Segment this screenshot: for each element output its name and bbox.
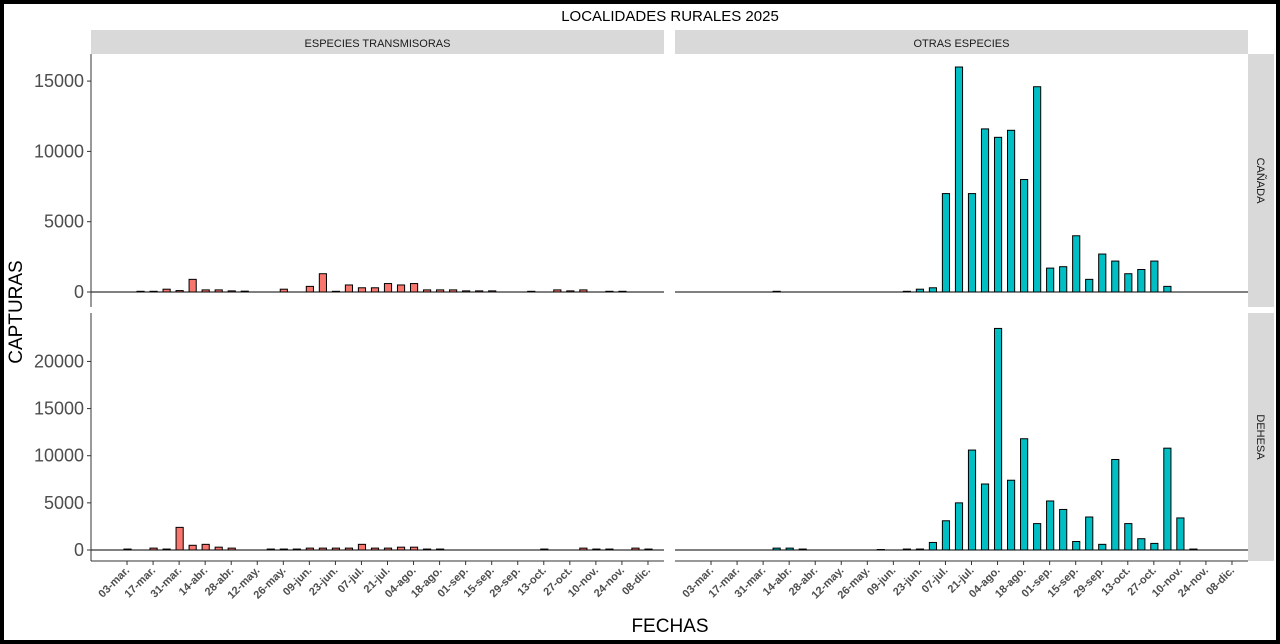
y-tick-label: 10000 [34,446,84,466]
bar [175,526,184,551]
bar [201,543,210,551]
chart-title: LOCALIDADES RURALES 2025 [561,8,779,25]
bar [305,285,314,293]
bar [1137,538,1146,551]
bar [357,543,367,551]
y-tick-label: 5000 [44,212,84,232]
chart-panels: ESPECIES TRANSMISORAS OTRAS ESPECIES CAÑAD… [34,30,1274,602]
bar [1072,235,1081,293]
bar [357,287,367,293]
bar [383,283,393,293]
bar [1020,179,1029,293]
bar [1124,273,1133,293]
bar [1046,500,1055,551]
facet-row-label: DEHESA [1254,414,1266,460]
bar [1150,542,1159,551]
bar [941,193,951,293]
bar [396,284,406,293]
facet-row-strip-1 [1248,313,1274,561]
bar [1059,508,1068,551]
bar [344,284,354,293]
facet-strip-0 [91,30,664,54]
y-tick-label: 10000 [34,141,84,161]
x-axis-title: FECHAS [631,616,708,637]
bar [1124,523,1133,551]
bar [928,541,938,551]
y-tick-label: 20000 [34,351,84,371]
bar [1137,269,1146,293]
facet-row-strip-0 [1248,54,1274,307]
bar [954,66,964,293]
bar [967,449,977,551]
bar [1150,260,1159,293]
bar [980,128,990,293]
bar [188,278,197,293]
facet-row-label: CAÑADA [1254,158,1267,205]
y-tick-label: 15000 [34,399,84,419]
bar [1020,438,1029,551]
bar [1072,541,1081,551]
facet-strip-label: ESPECIES TRANSMISORAS [305,38,451,50]
y-tick-label: 0 [74,282,84,302]
bar [954,502,964,551]
bar [993,136,1003,293]
facet-strip-1 [675,30,1248,54]
x-tick-label: 08-dic. [1204,565,1237,598]
bar [1111,260,1120,293]
bar [1059,266,1068,293]
bar [1007,129,1016,293]
bar [1007,479,1016,551]
x-tick-label: 07-jul. [336,565,367,596]
bar [967,193,977,293]
bar [993,327,1003,551]
x-tick-label: 23-jun. [307,565,341,599]
bar [1163,285,1172,293]
y-tick-label: 0 [74,540,84,560]
y-tick-label: 5000 [44,493,84,513]
bar [1085,516,1094,551]
bar [1163,447,1172,551]
x-tick-label: 08-dic. [620,565,653,598]
bar [1046,267,1055,293]
bar [370,287,380,293]
bar [409,283,419,293]
bar [941,520,951,551]
y-axis-title: CAPTURAS [6,260,27,363]
bar [980,483,990,551]
x-tick-label: 07-jul. [920,565,951,596]
bar [1033,86,1042,293]
y-tick-label: 15000 [34,71,84,91]
bar [1085,278,1094,293]
bar [1176,517,1185,551]
facet-strip-label: OTRAS ESPECIES [914,38,1010,50]
faceted-bar-chart: LOCALIDADES RURALES 2025 CAPTURAS FECHAS… [6,8,1274,637]
bar [928,287,938,293]
bar [318,273,327,293]
bar [1098,253,1107,293]
x-tick-label: 23-jun. [891,565,925,599]
bar [1098,543,1107,551]
bar [1033,523,1042,551]
bar [188,544,197,551]
bar [1111,458,1120,551]
